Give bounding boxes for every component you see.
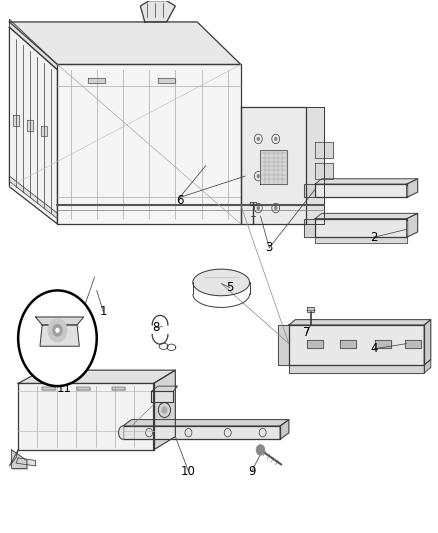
Polygon shape: [10, 22, 241, 64]
Polygon shape: [10, 27, 57, 224]
Circle shape: [257, 174, 260, 178]
Polygon shape: [340, 340, 356, 348]
Polygon shape: [315, 219, 407, 237]
Polygon shape: [315, 184, 407, 197]
Circle shape: [274, 137, 278, 141]
Polygon shape: [18, 370, 175, 383]
Polygon shape: [10, 19, 57, 70]
Text: 2: 2: [370, 231, 378, 244]
Circle shape: [48, 319, 67, 342]
Circle shape: [19, 292, 95, 384]
Text: 9: 9: [248, 465, 255, 478]
Text: 11: 11: [57, 382, 71, 395]
Polygon shape: [151, 386, 177, 391]
Polygon shape: [289, 325, 424, 365]
Polygon shape: [315, 237, 407, 243]
Polygon shape: [193, 269, 250, 296]
Text: 10: 10: [181, 465, 196, 478]
Polygon shape: [304, 219, 315, 237]
Polygon shape: [27, 120, 33, 131]
Text: 5: 5: [226, 281, 233, 294]
Circle shape: [52, 324, 63, 337]
Text: 7: 7: [303, 326, 310, 340]
Circle shape: [256, 445, 265, 455]
Polygon shape: [10, 450, 18, 466]
Polygon shape: [406, 340, 421, 348]
Polygon shape: [307, 308, 314, 312]
Polygon shape: [123, 426, 280, 439]
Polygon shape: [153, 370, 175, 450]
Polygon shape: [42, 387, 55, 390]
Polygon shape: [10, 176, 57, 219]
Circle shape: [274, 174, 278, 178]
Polygon shape: [141, 1, 175, 22]
Polygon shape: [261, 150, 287, 184]
Polygon shape: [112, 387, 125, 390]
Polygon shape: [251, 201, 256, 205]
Polygon shape: [315, 213, 418, 219]
Polygon shape: [315, 179, 418, 184]
Polygon shape: [35, 317, 84, 325]
Polygon shape: [306, 107, 324, 224]
Polygon shape: [307, 340, 323, 348]
Circle shape: [257, 137, 260, 141]
Polygon shape: [424, 320, 431, 365]
Polygon shape: [241, 107, 306, 224]
Polygon shape: [16, 458, 35, 466]
Polygon shape: [304, 184, 315, 197]
Polygon shape: [407, 179, 418, 197]
Polygon shape: [57, 64, 241, 224]
Polygon shape: [41, 126, 47, 136]
Polygon shape: [40, 325, 79, 346]
Polygon shape: [13, 115, 19, 126]
Polygon shape: [375, 340, 391, 348]
Text: 8: 8: [152, 321, 159, 334]
Polygon shape: [315, 163, 332, 179]
Circle shape: [274, 206, 278, 210]
Polygon shape: [119, 426, 123, 439]
Circle shape: [161, 406, 167, 414]
Text: 3: 3: [265, 241, 273, 254]
Text: 1: 1: [99, 305, 107, 318]
Circle shape: [257, 206, 260, 210]
Polygon shape: [151, 391, 173, 402]
Polygon shape: [123, 419, 289, 426]
Polygon shape: [289, 365, 424, 373]
Polygon shape: [315, 142, 332, 158]
Polygon shape: [280, 419, 289, 439]
Circle shape: [55, 328, 60, 333]
Text: 4: 4: [370, 342, 378, 356]
Polygon shape: [18, 383, 153, 450]
Polygon shape: [77, 387, 90, 390]
Polygon shape: [424, 360, 431, 373]
Polygon shape: [407, 213, 418, 237]
Polygon shape: [12, 450, 27, 469]
Polygon shape: [289, 320, 431, 325]
Text: 6: 6: [176, 193, 184, 207]
Polygon shape: [158, 78, 175, 83]
Polygon shape: [88, 78, 106, 83]
Polygon shape: [278, 325, 289, 365]
